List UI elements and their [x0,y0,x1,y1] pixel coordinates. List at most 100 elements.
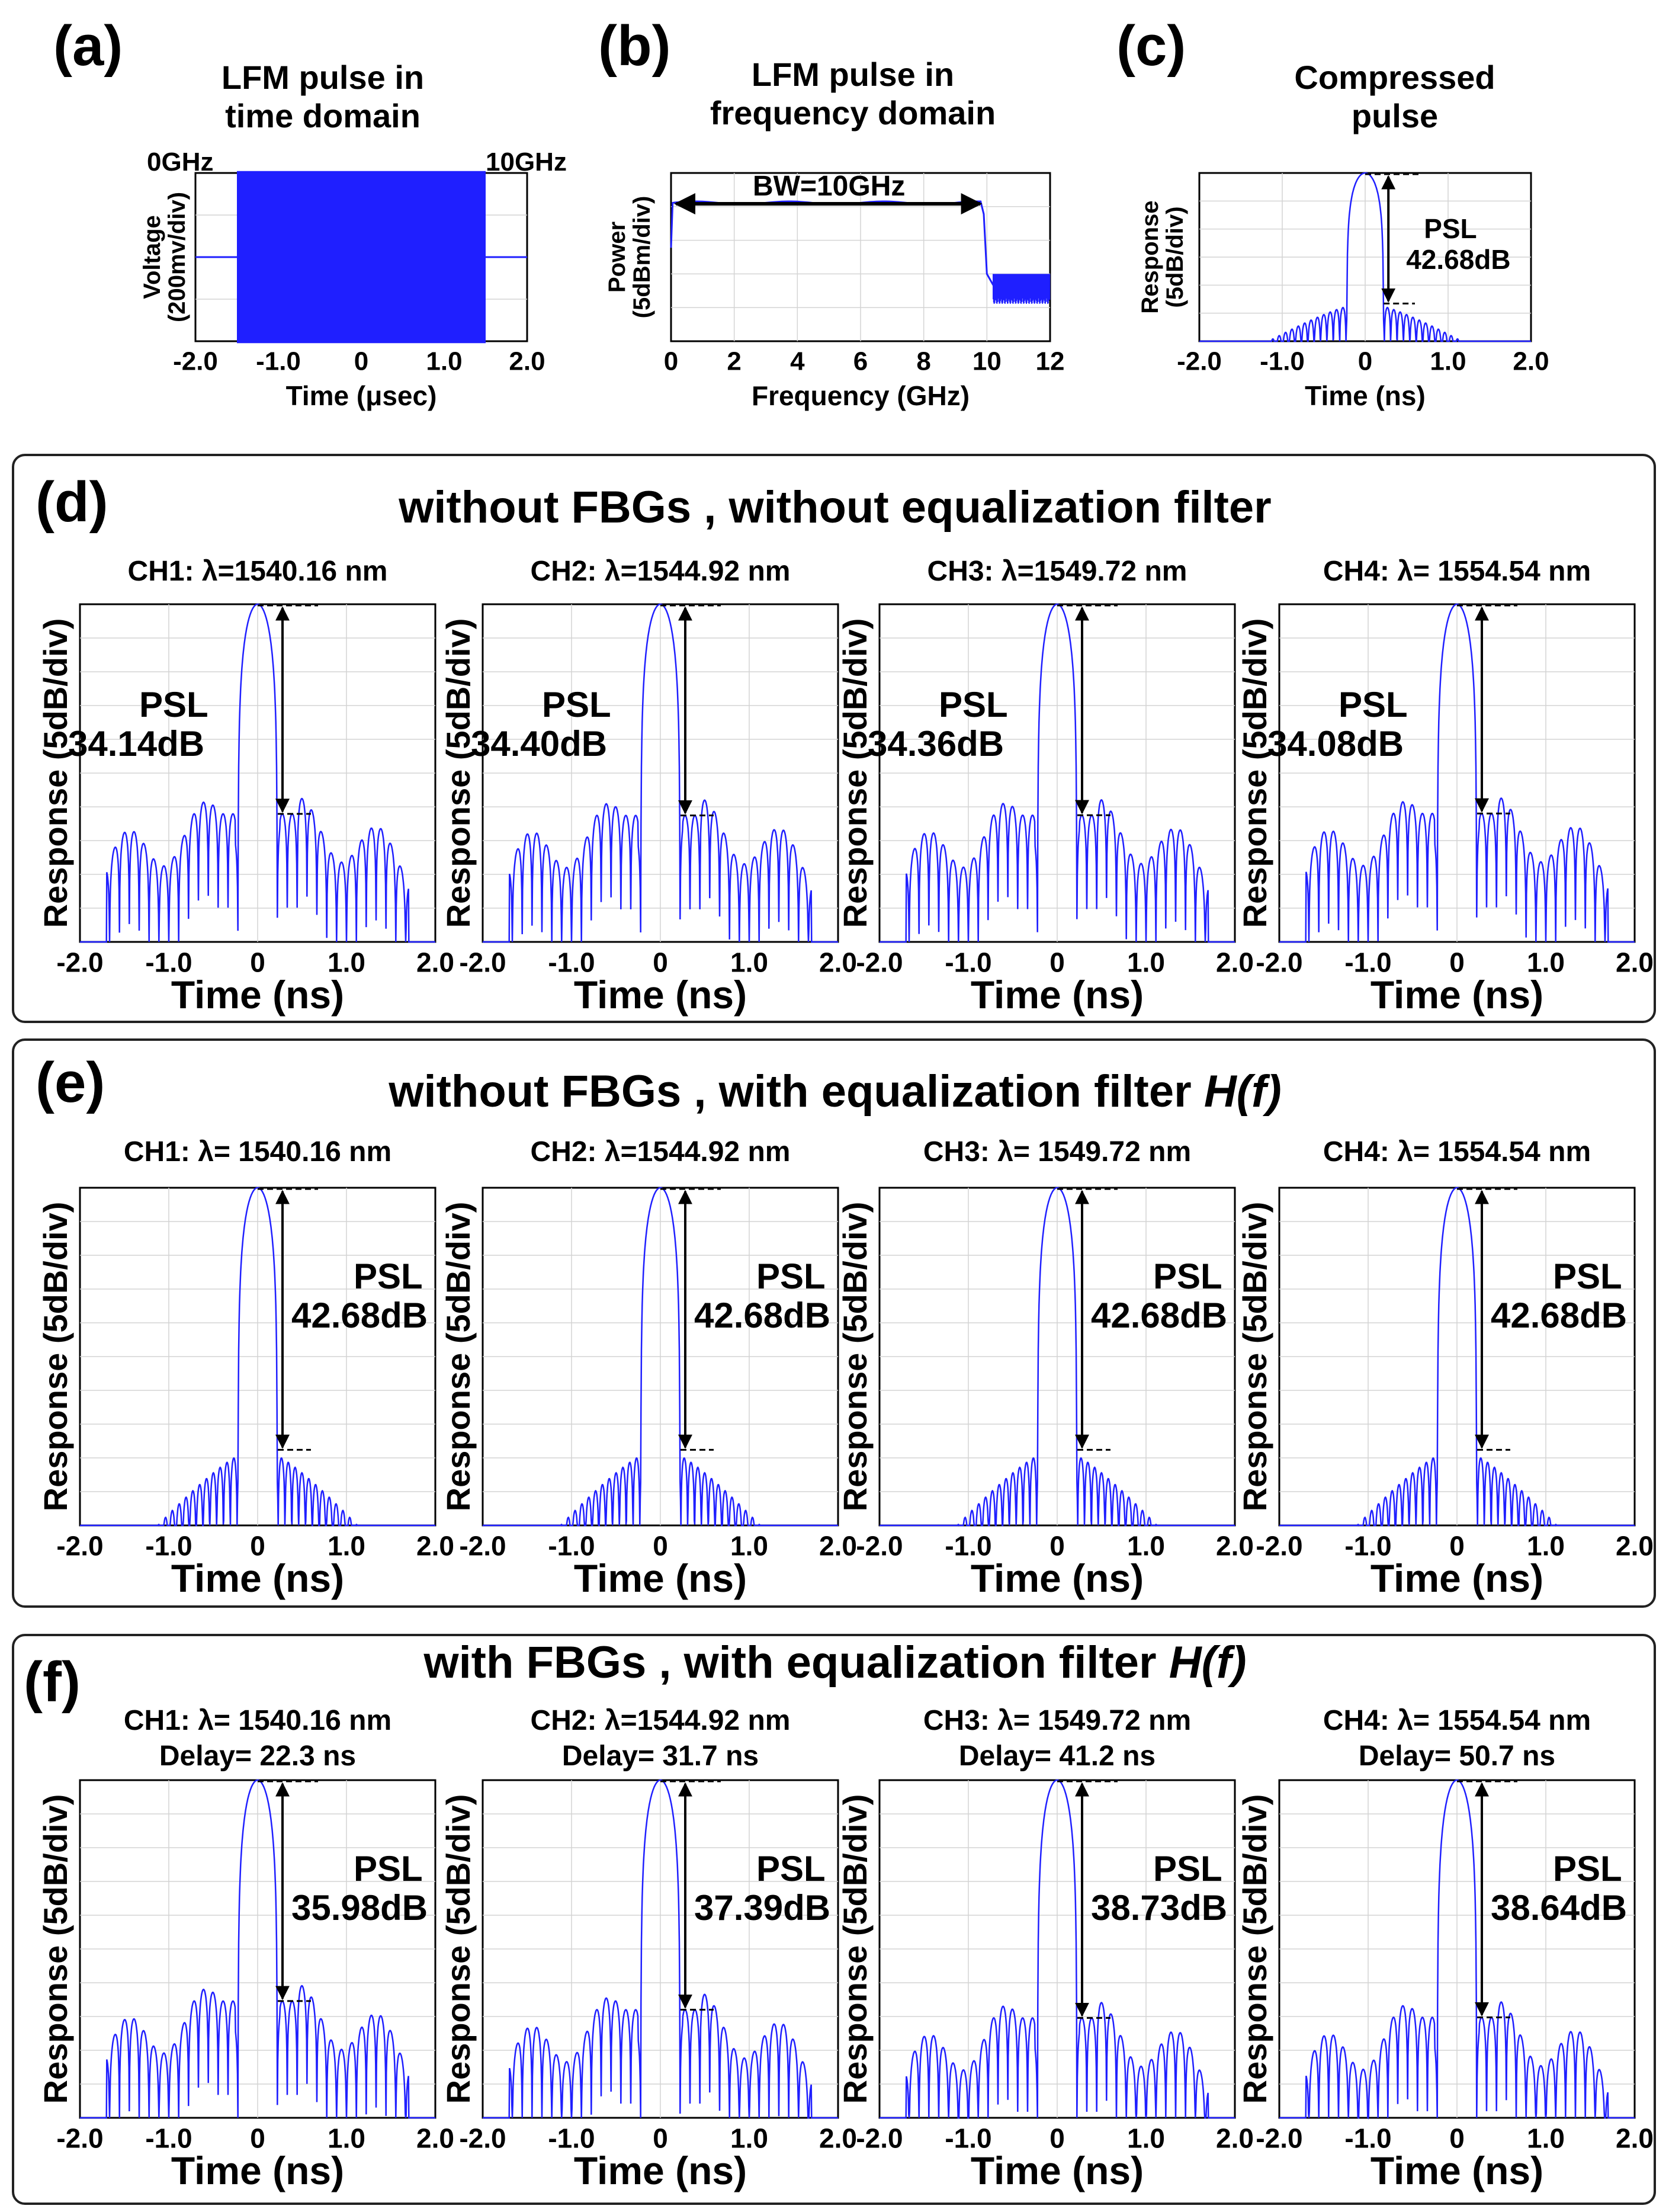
panel-d-letter: (d) [36,470,108,534]
panel-f-heading-text: with FBGs , with equalization filter [423,1637,1169,1688]
chart-f4-psl-label: PSL [1553,1849,1622,1889]
chart-e2-psl-value: 42.68dB [694,1296,830,1335]
panel-c-letter: (c) [1116,14,1186,78]
panel-e-heading-text: without FBGs , with equalization filter [388,1066,1203,1117]
chart-d1-psl-label: PSL [139,685,208,724]
chart-e2-channel-label: CH2: λ=1544.92 nm [531,1136,791,1168]
chart-f3-xlabel: Time (ns) [971,2149,1144,2192]
chart-e3-trace [880,1187,1235,1527]
chart-d1-xlabel: Time (ns) [171,973,344,1017]
panel-a-title-line2: time domain [225,97,421,134]
chart-e4-xtick-label: -1.0 [1344,1531,1391,1562]
chart-d2-xtick-label: 0 [653,947,668,978]
chart-f4-xtick-label: 2.0 [1616,2123,1654,2154]
chart-c-trace [1199,172,1531,342]
chart-c-xtick-label: 1.0 [1430,347,1466,376]
chart-e1-xtick-label: 0 [250,1531,265,1562]
chart-c-xtick-label: -1.0 [1260,347,1305,376]
chart-d3-xtick-label: -1.0 [945,947,991,978]
chart-d4-channel-label: CH4: λ= 1554.54 nm [1323,556,1591,587]
chart-d3-xtick-label: 2.0 [1216,947,1254,978]
chart-b-xtick-label: 10 [972,347,1002,376]
chart-e3-channel-label: CH3: λ= 1549.72 nm [923,1136,1191,1168]
chart-b-ylabel-line2: (5dBm/div) [629,196,655,319]
chart-e1-channel-label: CH1: λ= 1540.16 nm [124,1136,391,1168]
chart-d2-xtick-label: -2.0 [459,947,506,978]
chart-a-lfm-envelope [237,171,486,344]
chart-b-xlabel: Frequency (GHz) [752,380,970,411]
chart-f4-xtick-label: -1.0 [1344,2123,1391,2154]
chart-d1-psl-value: 34.14dB [68,724,204,764]
group-e-box [12,1038,1656,1608]
chart-e4-channel-label: CH4: λ= 1554.54 nm [1323,1136,1591,1168]
chart-f1-xlabel: Time (ns) [171,2149,344,2192]
chart-e3-xtick-label: 1.0 [1127,1531,1165,1562]
chart-a-xtick-label: 0 [354,347,368,376]
chart-a-xlabel: Time (μsec) [286,380,437,411]
panel-f-letter: (f) [24,1650,81,1714]
chart-e4-xtick-label: 0 [1449,1531,1465,1562]
chart-b-xtick-label: 4 [790,347,805,376]
chart-f1-psl-label: PSL [354,1849,423,1889]
chart-c-psl-label: PSL [1424,213,1477,244]
chart-e1-xtick-label: 1.0 [328,1531,365,1562]
chart-f1-psl-value: 35.98dB [291,1888,428,1928]
chart-d4-ylabel: Response (5dB/div) [1236,618,1273,928]
chart-d1-xtick-label: -1.0 [145,947,192,978]
chart-a-ylabel-line1: Voltage [139,215,165,299]
chart-b-stopband-noise [993,274,1051,304]
chart-e2-xtick-label: -1.0 [548,1531,595,1562]
chart-d4-xtick-label: -2.0 [1256,947,1302,978]
chart-d3-trace [880,603,1235,943]
chart-f4-xlabel: Time (ns) [1370,2149,1543,2192]
chart-d2-ylabel: Response (5dB/div) [439,618,477,928]
chart-e4-psl-value: 42.68dB [1491,1296,1627,1335]
chart-f1-xtick-label: -2.0 [56,2123,103,2154]
chart-b-xtick-label: 8 [916,347,930,376]
panel-b-title-line1: LFM pulse in [752,56,954,93]
chart-f2-xtick-label: 0 [653,2123,668,2154]
chart-d1-xtick-label: 0 [250,947,265,978]
panel-f-heading: with FBGs , with equalization filter H(f… [423,1637,1246,1688]
chart-d2-xtick-label: 2.0 [819,947,857,978]
panel-c-title-line1: Compressed [1294,59,1495,96]
chart-d3-xlabel: Time (ns) [971,973,1144,1017]
chart-d4-xtick-label: 1.0 [1527,947,1565,978]
chart-f1-channel-label: CH1: λ= 1540.16 nm [124,1705,391,1736]
chart-e4-xlabel: Time (ns) [1370,1556,1543,1600]
chart-c-psl-value: 42.68dB [1406,244,1510,275]
chart-f4-psl-value: 38.64dB [1491,1888,1627,1928]
chart-f2-xtick-label: 2.0 [819,2123,857,2154]
chart-f4-xtick-label: 1.0 [1527,2123,1565,2154]
chart-a-ylabel-line2: (200mv/div) [164,192,190,322]
chart-e3-psl-value: 42.68dB [1091,1296,1227,1335]
chart-e1-xtick-label: -1.0 [145,1531,192,1562]
chart-d1-xtick-label: -2.0 [56,947,103,978]
chart-a-xtick-label: 1.0 [426,347,462,376]
chart-e4-xtick-label: 1.0 [1527,1531,1565,1562]
chart-e3-ylabel: Response (5dB/div) [836,1202,874,1512]
chart-b: BW=10GHz 0 2 4 6 8 10 12 Frequency (GHz) Power(5d… [604,171,1064,411]
chart-d1-xtick-label: 2.0 [416,947,454,978]
chart-d2-trace [483,603,838,943]
panel-f-heading-italic: H(f) [1169,1637,1247,1688]
chart-e2-xtick-label: -2.0 [459,1531,506,1562]
chart-f1-xtick-label: 1.0 [328,2123,365,2154]
panel-b-letter: (b) [598,14,671,78]
chart-e4-psl-label: PSL [1553,1256,1622,1296]
chart-f2-xtick-label: 1.0 [730,2123,768,2154]
chart-a-annotation-end: 10GHz [486,148,567,177]
panel-b-title-line2: frequency domain [710,94,996,132]
chart-f1-trace [80,1779,435,2119]
chart-f2-trace [483,1779,838,2119]
chart-f3-delay-label: Delay= 41.2 ns [959,1740,1156,1772]
chart-e3-xtick-label: 0 [1049,1531,1065,1562]
chart-c-ylabel-line2: (5dB/div) [1162,206,1188,307]
chart-d3-xtick-label: 0 [1049,947,1065,978]
